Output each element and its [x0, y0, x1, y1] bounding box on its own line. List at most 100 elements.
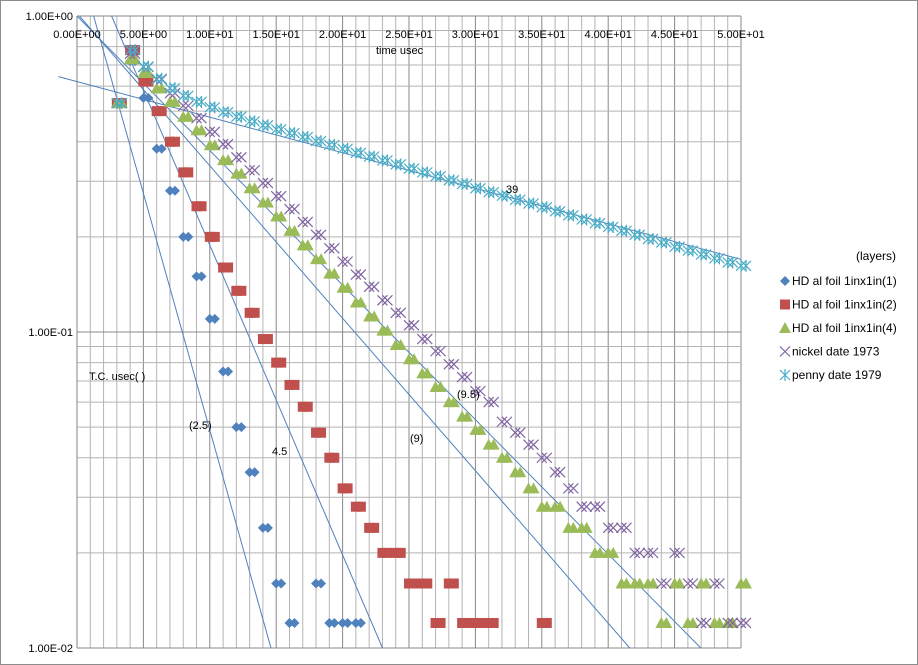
- data-point: [230, 151, 242, 163]
- data-point: [461, 371, 473, 383]
- data-point: [448, 174, 460, 187]
- data-point: [562, 209, 574, 222]
- data-point: [236, 285, 247, 296]
- data-point: [390, 307, 402, 319]
- data-point: [621, 224, 632, 237]
- data-point: [124, 44, 136, 57]
- data-point: [629, 547, 641, 559]
- data-point: [616, 224, 627, 237]
- data-point: [660, 616, 673, 628]
- data-point: [488, 186, 500, 199]
- data-point: [350, 269, 362, 280]
- data-point: [416, 333, 428, 345]
- data-point: [474, 385, 486, 397]
- annotation-2-5: (2.5): [189, 420, 212, 432]
- data-point: [443, 358, 455, 370]
- data-point: [329, 452, 340, 463]
- data-point: [168, 95, 181, 107]
- data-point: [541, 452, 553, 464]
- data-point: [337, 256, 349, 268]
- x-tick-label: 4.50E+01: [651, 29, 698, 41]
- data-point: [496, 189, 508, 202]
- data-point: [409, 578, 419, 589]
- data-point: [580, 521, 593, 533]
- data-point: [156, 143, 167, 154]
- data-point: [567, 209, 579, 222]
- data-point: [589, 217, 601, 230]
- data-point: [709, 252, 720, 265]
- data-point: [217, 138, 229, 150]
- data-point: [727, 617, 739, 629]
- data-point: [488, 617, 499, 628]
- data-point: [382, 154, 393, 167]
- data-point: [235, 167, 248, 179]
- legend-label: nickel date 1973: [792, 345, 880, 359]
- data-point: [602, 220, 614, 233]
- data-point: [169, 185, 180, 196]
- data-point: [196, 271, 207, 282]
- data-point: [501, 189, 513, 202]
- data-point: [700, 577, 713, 589]
- data-point: [262, 522, 273, 533]
- legend-marker-1: [780, 276, 790, 286]
- legend-label: HD al foil 1inx1in(1): [792, 274, 897, 288]
- data-point: [196, 112, 207, 124]
- data-point: [434, 380, 447, 392]
- data-point: [448, 358, 460, 370]
- data-point: [249, 115, 261, 128]
- data-point: [483, 396, 495, 408]
- legend-marker-5: [779, 369, 791, 381]
- legend-title: (layers): [856, 249, 896, 263]
- data-point: [629, 228, 641, 241]
- data-point: [576, 501, 588, 513]
- data-point: [301, 239, 314, 251]
- data-point: [315, 253, 328, 265]
- data-point: [589, 501, 601, 513]
- data-point: [487, 438, 500, 450]
- data-point: [722, 617, 734, 629]
- data-point: [156, 106, 167, 117]
- data-point: [474, 182, 486, 195]
- data-point: [191, 95, 202, 108]
- data-point: [594, 501, 606, 513]
- data-point: [674, 547, 686, 559]
- data-point: [528, 197, 539, 210]
- data-point: [209, 231, 220, 242]
- series-5: [111, 44, 752, 272]
- data-point: [408, 319, 420, 331]
- data-point: [581, 501, 593, 513]
- data-point: [408, 162, 420, 175]
- data-point: [222, 138, 234, 150]
- data-point: [735, 617, 747, 629]
- data-point: [328, 138, 340, 151]
- data-point: [382, 547, 393, 558]
- data-point: [430, 170, 441, 183]
- data-point: [536, 201, 548, 214]
- data-point: [329, 617, 340, 628]
- trendline: [111, 15, 383, 649]
- data-point: [182, 110, 195, 122]
- data-point: [722, 256, 734, 269]
- data-point: [443, 174, 455, 187]
- data-point: [289, 203, 300, 215]
- data-point: [342, 256, 354, 268]
- data-point: [223, 366, 234, 377]
- data-point: [528, 439, 539, 451]
- data-point: [435, 617, 446, 628]
- grid: [76, 15, 742, 649]
- data-point: [196, 95, 207, 108]
- data-point: [235, 110, 247, 123]
- data-point: [416, 166, 428, 179]
- x-tick-label: 2.00E+01: [319, 29, 366, 41]
- legend-label: penny date 1979: [792, 368, 882, 382]
- data-point: [355, 146, 367, 159]
- data-point: [209, 126, 221, 138]
- data-point: [209, 101, 221, 114]
- data-point: [447, 396, 460, 408]
- data-point: [323, 138, 335, 151]
- data-point: [377, 294, 388, 306]
- data-point: [403, 162, 415, 175]
- data-point: [342, 617, 353, 628]
- data-point: [129, 53, 142, 65]
